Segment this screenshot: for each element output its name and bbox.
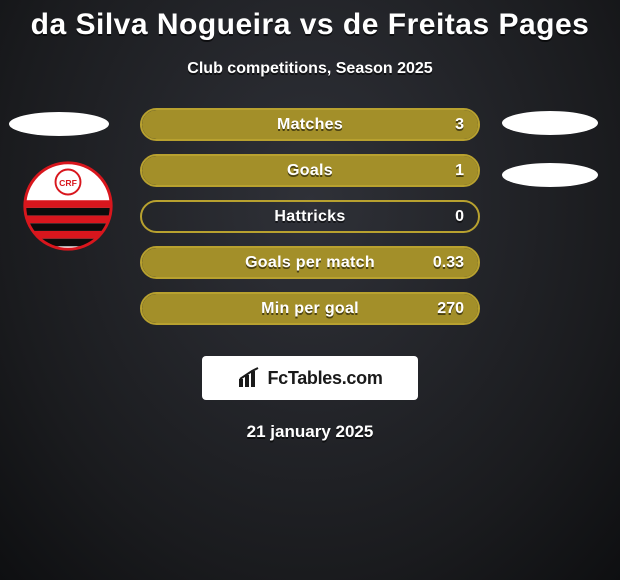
right-player-ellipse-1: [502, 111, 598, 135]
right-player-ellipse-2: [502, 163, 598, 187]
date-text: 21 january 2025: [0, 422, 620, 442]
stat-bar: Min per goal270: [140, 292, 480, 325]
left-player-ellipse: [9, 112, 109, 136]
brand-text: FcTables.com: [267, 368, 382, 389]
brand-badge[interactable]: FcTables.com: [202, 356, 418, 400]
logo-stripe-1: [20, 200, 116, 208]
logo-stripe-2: [20, 208, 116, 216]
comparison-panel: CRF Matches3 Goals1 Hattricks0 Goals per ma…: [0, 110, 620, 350]
stat-bar: Hattricks0: [140, 200, 480, 233]
page-title: da Silva Nogueira vs de Freitas Pages: [0, 0, 620, 42]
stat-bar: Matches3: [140, 108, 480, 141]
stat-bar-label: Hattricks: [142, 202, 478, 231]
stat-bar-value: 1: [455, 156, 464, 185]
subtitle: Club competitions, Season 2025: [0, 60, 620, 78]
stat-bar-label: Min per goal: [142, 294, 478, 323]
stat-bars: Matches3Goals1Hattricks0Goals per match0…: [140, 108, 480, 338]
stat-bar-label: Goals per match: [142, 248, 478, 277]
stat-bar-value: 0: [455, 202, 464, 231]
stat-bar: Goals1: [140, 154, 480, 187]
chart-icon: [237, 367, 263, 389]
stat-bar-label: Matches: [142, 110, 478, 139]
stat-bar: Goals per match0.33: [140, 246, 480, 279]
logo-crest-text: CRF: [59, 178, 77, 188]
stat-bar-value: 3: [455, 110, 464, 139]
logo-stripe-4: [20, 223, 116, 231]
stat-bar-value: 270: [437, 294, 464, 323]
club-logo: CRF: [20, 158, 116, 254]
logo-stripe-6: [20, 239, 116, 247]
stat-bar-label: Goals: [142, 156, 478, 185]
logo-stripe-3: [20, 216, 116, 224]
stat-bar-value: 0.33: [433, 248, 464, 277]
